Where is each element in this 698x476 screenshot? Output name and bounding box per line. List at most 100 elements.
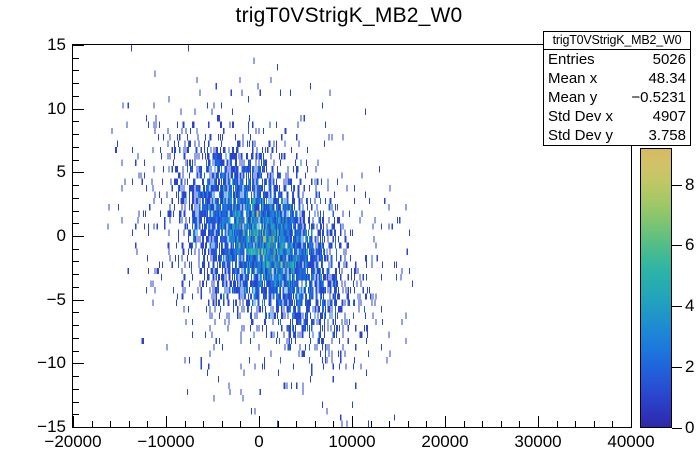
y-axis-label: −15 [37,417,66,436]
y-tick-minor [73,287,79,288]
palette-axis: 0 2 4 6 8 [672,148,698,437]
x-tick-minor [389,421,390,427]
palette-tick [672,367,682,368]
y-tick-major [73,45,84,46]
y-axis-label: −5 [46,290,66,309]
y-tick-minor [73,185,79,186]
palette-label: 8 [685,175,695,194]
x-tick-minor [296,421,297,427]
palette-tick [672,428,682,429]
y-tick-minor [73,274,79,275]
y-tick-major [73,300,84,301]
stat-value: 4907 [652,108,686,125]
y-tick-minor [73,58,79,59]
x-axis-label: −20000 [44,432,102,451]
x-tick-major [445,416,446,427]
x-tick-minor [185,421,186,427]
y-tick-minor [73,249,79,250]
x-tick-minor [147,421,148,427]
stat-key: Mean x [548,70,598,87]
palette-tick [672,185,682,186]
y-tick-minor [73,70,79,71]
palette-label: 2 [685,357,695,376]
y-axis-label: −10 [37,353,66,372]
palette-tick [672,245,682,246]
y-tick-major [73,109,84,110]
y-tick-minor [73,338,79,339]
page-title: trigT0VStrigK_MB2_W0 [235,4,463,27]
y-tick-minor [73,147,79,148]
x-tick-minor [315,421,316,427]
x-tick-minor [371,421,372,427]
x-axis-label: 40000 [607,432,655,451]
stat-value: 5026 [652,51,686,68]
x-axis-label: 0 [254,432,264,451]
y-axis-label: 0 [56,226,66,245]
x-tick-major [73,416,74,427]
stat-row: Mean x 48.34 [544,69,690,88]
y-tick-minor [73,134,79,135]
y-tick-minor [73,223,79,224]
y-tick-minor [73,261,79,262]
stat-row: Entries 5026 [544,50,690,69]
y-tick-minor [73,325,79,326]
x-tick-minor [203,421,204,427]
color-palette: 0 2 4 6 8 [640,148,694,437]
y-tick-minor [73,351,79,352]
x-axis-label: 20000 [421,432,469,451]
x-tick-major [352,416,353,427]
statistics-box: trigT0VStrigK_MB2_W0 Entries 5026 Mean x 48… [543,31,691,146]
statistics-title: trigT0VStrigK_MB2_W0 [544,32,690,50]
x-tick-minor [594,421,595,427]
statistics-rows: Entries 5026 Mean x 48.34 Mean y −0.5231 Std D… [544,50,690,145]
stat-value: 3.758 [648,127,686,144]
y-tick-minor [73,389,79,390]
y-axis-label: 5 [56,162,66,181]
y-axis-label: 15 [47,35,66,54]
x-axis-label: 10000 [328,432,376,451]
stat-row: Mean y −0.5231 [544,88,690,107]
y-tick-minor [73,312,79,313]
x-tick-minor [501,421,502,427]
y-tick-major [73,172,84,173]
x-tick-minor [222,421,223,427]
x-tick-minor [110,421,111,427]
x-tick-minor [278,421,279,427]
x-tick-minor [557,421,558,427]
stat-key: Entries [548,51,595,68]
plot-frame [72,44,632,428]
y-tick-minor [73,402,79,403]
y-tick-minor [73,83,79,84]
x-tick-minor [519,421,520,427]
palette-label: 0 [685,418,695,437]
x-tick-minor [612,421,613,427]
x-tick-major [538,416,539,427]
y-tick-major [73,236,84,237]
y-tick-major [73,363,84,364]
stat-key: Std Dev y [548,127,614,144]
stat-key: Mean y [548,89,598,106]
y-tick-minor [73,160,79,161]
x-tick-minor [482,421,483,427]
y-tick-minor [73,121,79,122]
y-tick-minor [73,198,79,199]
palette-label: 4 [685,296,695,315]
x-axis-label: 30000 [514,432,562,451]
y-tick-minor [73,376,79,377]
stat-value: −0.5231 [631,89,686,106]
x-tick-minor [408,421,409,427]
stat-row: Std Dev y 3.758 [544,126,690,145]
stat-row: Std Dev x 4907 [544,107,690,126]
x-tick-minor [129,421,130,427]
palette-gradient-bar [640,148,672,428]
y-tick-minor [73,414,79,415]
y-tick-major [73,427,84,428]
x-tick-minor [575,421,576,427]
x-tick-minor [240,421,241,427]
x-tick-minor [426,421,427,427]
x-tick-major [166,416,167,427]
x-tick-major [259,416,260,427]
stat-key: Std Dev x [548,108,614,125]
y-tick-minor [73,96,79,97]
